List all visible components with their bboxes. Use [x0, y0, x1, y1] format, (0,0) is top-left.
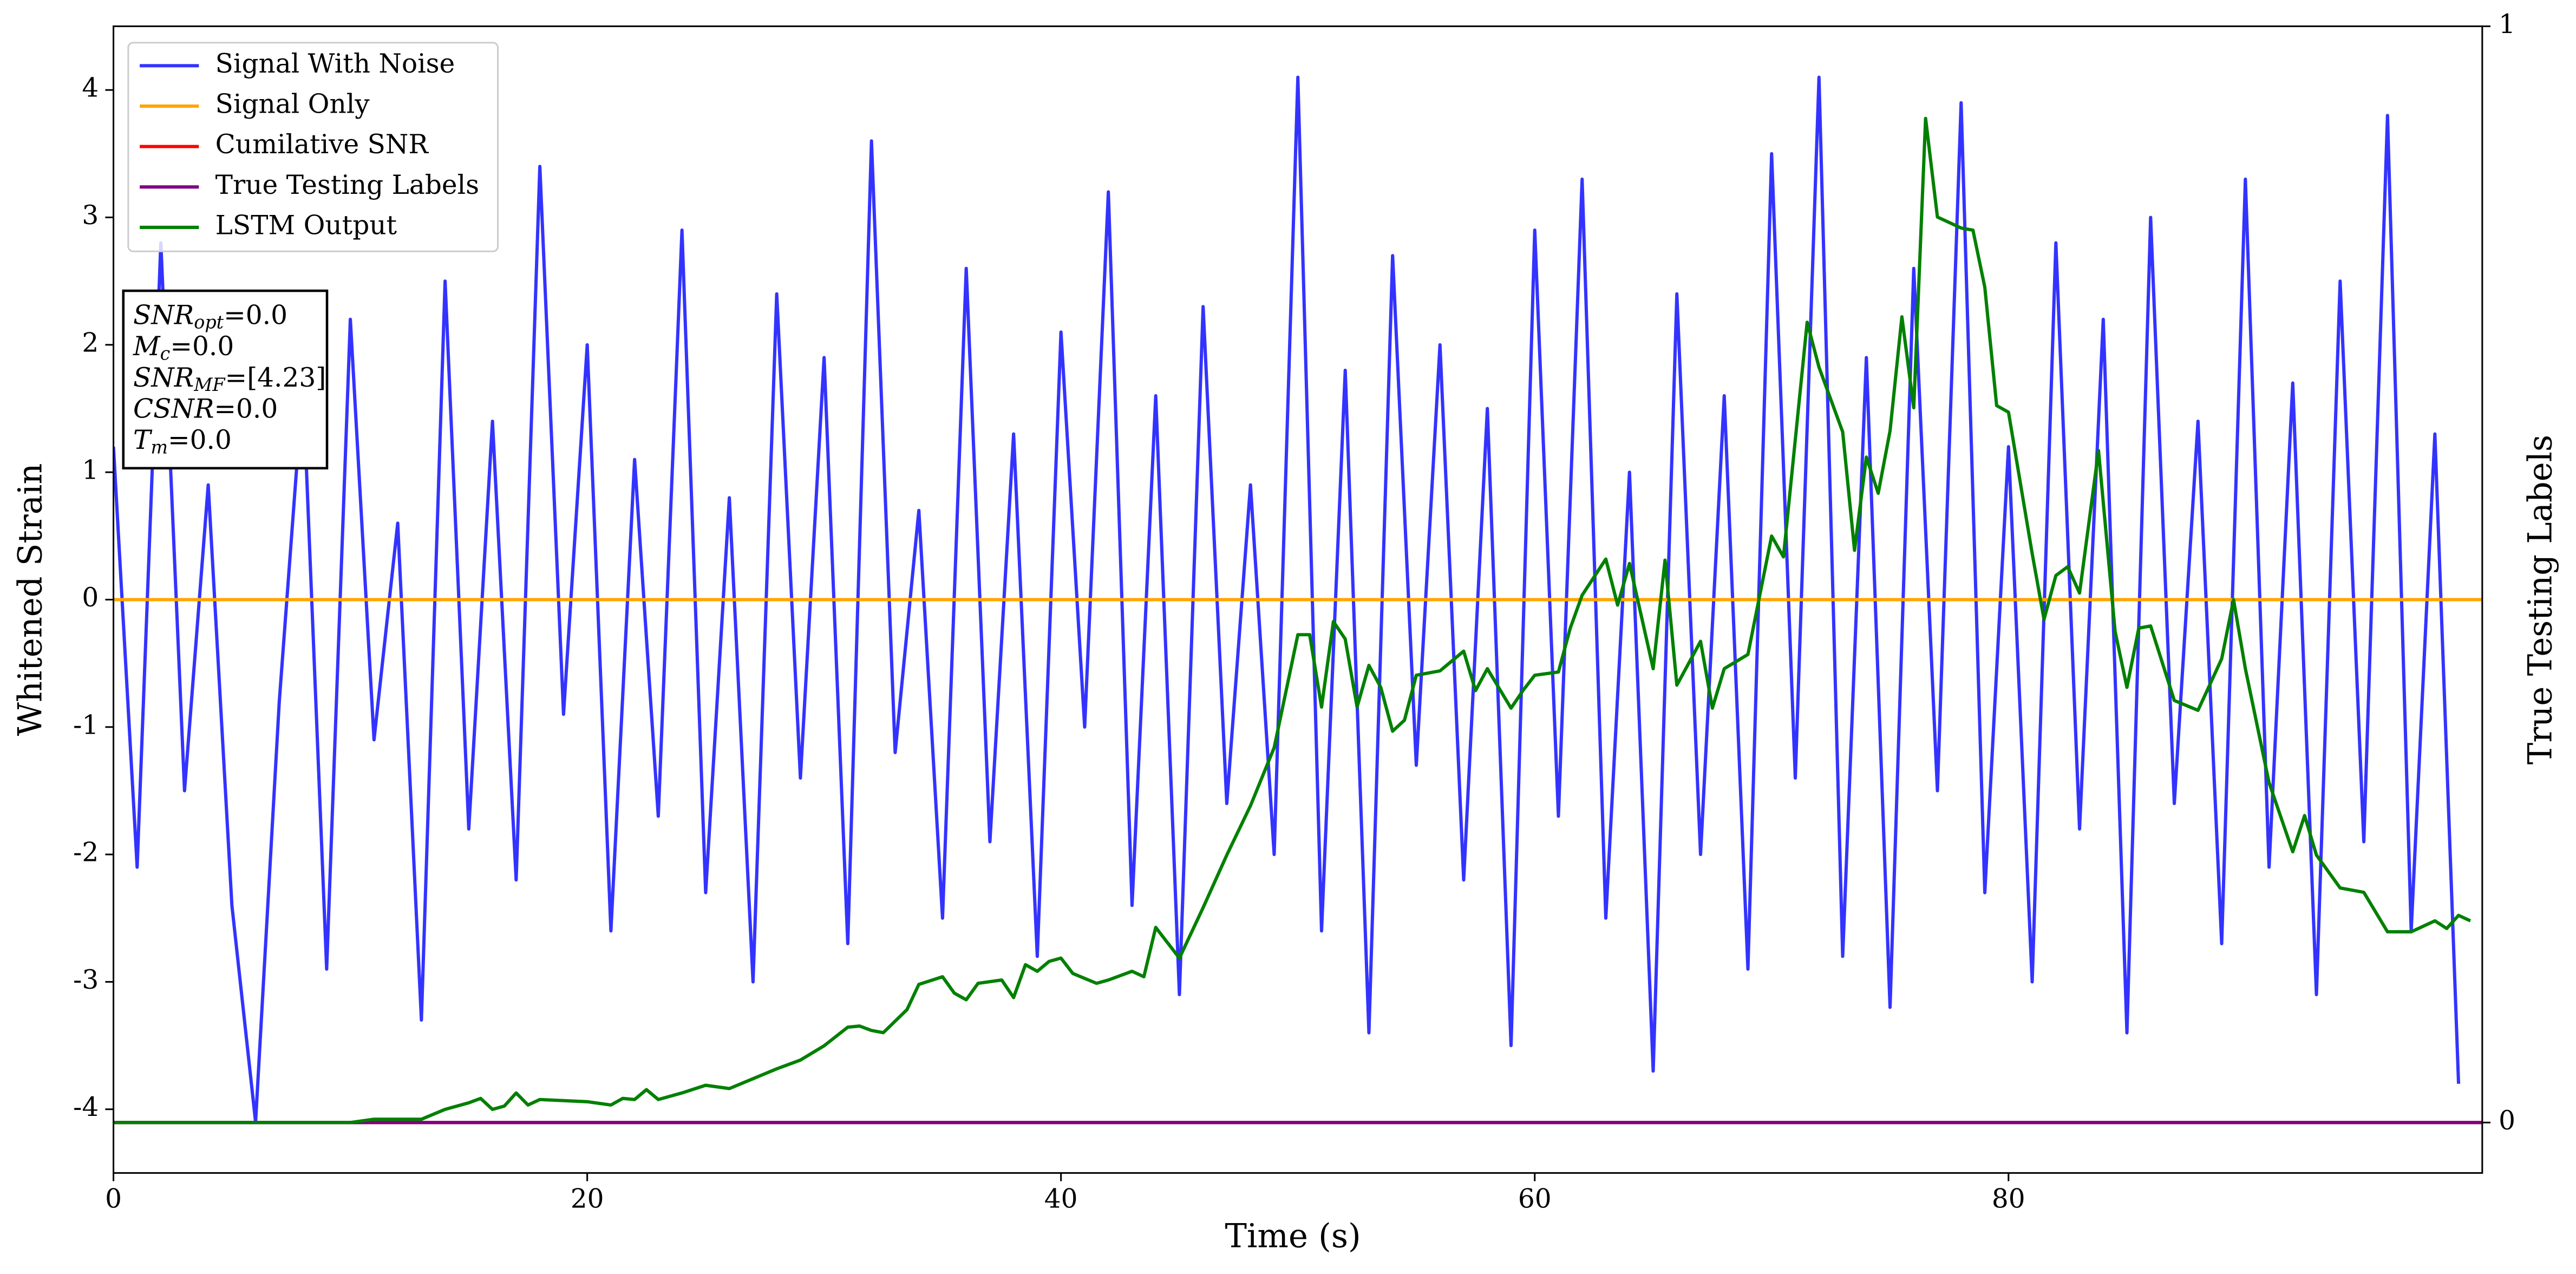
- annotation-line: Mc=0.0: [133, 331, 234, 364]
- annotation-subscript: MF: [193, 374, 226, 395]
- annotation-symbol: CSNR: [133, 394, 214, 424]
- x-tick-label: 40: [1044, 1184, 1078, 1214]
- legend-box: [127, 42, 499, 252]
- annotation-line: SNRopt=0.0: [133, 300, 287, 333]
- y-tick-label: -1: [73, 710, 99, 740]
- y-tick-label: -3: [73, 965, 99, 995]
- y-tick-label: -4: [73, 1092, 99, 1122]
- annotation-value: =0.0: [214, 394, 278, 424]
- x-tick-label: 60: [1518, 1184, 1552, 1214]
- legend-label: Signal Only: [215, 89, 370, 120]
- annotation-symbol: SNR: [133, 362, 194, 393]
- legend-label: True Testing Labels: [215, 170, 479, 200]
- annotation-value: =[4.23]: [225, 362, 326, 393]
- x-tick-label: 20: [571, 1184, 604, 1214]
- y-tick-label: 0: [82, 583, 99, 613]
- annotation-symbol: M: [133, 331, 161, 362]
- annotation-value: =0.0: [170, 331, 234, 362]
- y-tick-label: 2: [82, 328, 99, 358]
- legend-label: Signal With Noise: [215, 49, 455, 79]
- y-tick-label: 4: [82, 73, 99, 103]
- annotation-value: =0.0: [168, 425, 232, 455]
- annotation-value: =0.0: [224, 300, 287, 330]
- annotation-frame: [122, 289, 329, 470]
- plot-area: [113, 75, 2482, 1125]
- annotation-line: Tm=0.0: [133, 425, 232, 458]
- annotation-box: SNRopt=0.0Mc=0.0SNRMF=[4.23]CSNR=0.0Tm=0…: [122, 289, 329, 470]
- annotation-line: SNRMF=[4.23]: [133, 362, 326, 395]
- y-tick-label: 3: [82, 200, 99, 231]
- x-tick-label: 80: [1992, 1184, 2025, 1214]
- y2-tick-label: 0: [2499, 1106, 2515, 1136]
- x-tick-label: 0: [105, 1184, 122, 1214]
- legend-label: LSTM Output: [215, 210, 397, 240]
- y-tick-label: 1: [82, 455, 99, 486]
- annotation-subscript: opt: [194, 312, 224, 333]
- series-line: [113, 116, 2472, 1125]
- annotation-line: CSNR=0.0: [133, 394, 278, 424]
- y2-tick-label: 1: [2499, 9, 2515, 40]
- y-axis-label: Whitened Strain: [11, 463, 49, 736]
- y-tick-label: -2: [73, 838, 99, 868]
- y2-axis-label: True Testing Labels: [2522, 435, 2560, 765]
- x-axis-label: Time (s): [1225, 1217, 1361, 1255]
- legend-label: Cumilative SNR: [215, 129, 429, 160]
- annotation-subscript: c: [160, 343, 171, 364]
- series-line: [113, 75, 2461, 1124]
- legend: Signal With Noise Signal Only Cumilative S…: [127, 42, 499, 252]
- annotation-subscript: m: [151, 436, 168, 458]
- annotation-symbol: SNR: [133, 300, 194, 330]
- annotation-symbol: T: [133, 425, 153, 455]
